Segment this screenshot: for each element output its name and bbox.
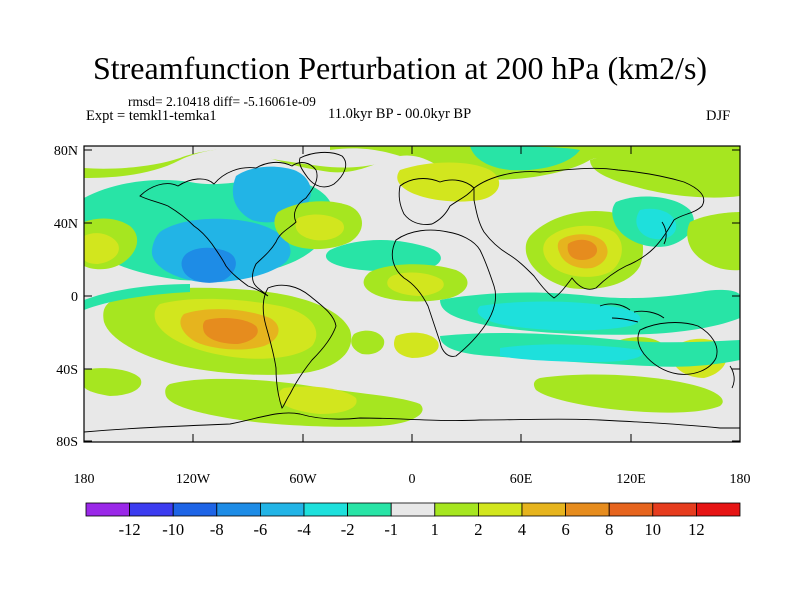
contour-npac-positive-2 — [84, 233, 119, 264]
time-period-label: 11.0kyr BP - 00.0kyr BP — [328, 106, 472, 122]
colorbar-label: -8 — [210, 520, 224, 539]
colorbar-label: 8 — [605, 520, 613, 539]
coast-africa — [391, 229, 497, 357]
contour-pacific-neg-6 — [181, 247, 236, 283]
colorbar-box — [521, 502, 566, 517]
contour-epac-positive — [687, 212, 740, 271]
colorbar-box — [216, 502, 261, 517]
colorbar-box — [434, 502, 479, 517]
lat-label-40s: 40S — [56, 363, 78, 378]
lon-label-180e: 180 — [730, 472, 751, 487]
lon-label-180w: 180 — [74, 472, 95, 487]
coast-north-america — [139, 161, 318, 297]
colorbar-label: 4 — [518, 520, 526, 539]
lon-label-60e: 60E — [510, 472, 533, 487]
experiment-label: Expt = temkl1-temka1 — [86, 108, 217, 124]
coast-australia — [637, 322, 718, 375]
rmsd-diff-stats: rmsd= 2.10418 diff= -5.16061e-09 — [128, 94, 316, 109]
colorbar-box — [129, 502, 174, 517]
colorbar-box — [172, 502, 218, 517]
contour-nafrica-positive-2 — [387, 272, 444, 296]
colorbar-label: 2 — [474, 520, 482, 539]
lat-label-0: 0 — [71, 290, 78, 305]
colorbar-label: -10 — [162, 520, 184, 539]
colorbar-label: -4 — [297, 520, 311, 539]
coast-greenland — [299, 151, 347, 188]
colorbar-label: 10 — [645, 520, 662, 539]
colorbar-label: -1 — [384, 520, 398, 539]
contour-tropatl-negative — [325, 240, 441, 272]
colorbar-box — [608, 502, 654, 517]
colorbar-label: -2 — [341, 520, 355, 539]
colorbar-label: 1 — [431, 520, 439, 539]
contour-tropac-negative — [84, 284, 190, 310]
colorbar-label: 6 — [561, 520, 569, 539]
lat-label-80n: 80N — [54, 144, 78, 159]
colorbar-box — [303, 502, 348, 517]
coast-asia — [473, 167, 705, 299]
contour-soc-positive-2 — [277, 386, 357, 414]
coast-antarctica — [84, 412, 740, 433]
coast-new-zealand — [729, 365, 735, 389]
contour-soc-positive-4 — [84, 368, 142, 396]
lon-label-0: 0 — [409, 472, 416, 487]
colorbar-label: -12 — [119, 520, 141, 539]
contour-atlantic-positive-2 — [295, 214, 345, 241]
contour-satl-positive-2 — [351, 330, 385, 355]
lat-axis: 80N 40N 0 40S 80S — [54, 144, 740, 450]
contour-soc-positive-3 — [533, 374, 723, 413]
lat-label-40n: 40N — [54, 217, 78, 232]
lon-axis: 180 120W 60W 0 60E 120E 180 — [74, 146, 751, 487]
contour-arctic-negative — [470, 146, 580, 171]
plot-title: Streamfunction Perturbation at 200 hPa (… — [92, 50, 708, 86]
colorbar-box — [390, 502, 436, 517]
lat-label-80s: 80S — [56, 435, 78, 450]
colorbar-box — [85, 502, 130, 517]
coast-south-america — [262, 284, 337, 409]
colorbar-box — [696, 502, 741, 517]
contour-satl-positive — [393, 332, 439, 358]
colorbar-box — [652, 502, 697, 517]
contour-siberia-positive — [590, 152, 740, 198]
colorbar-box — [565, 502, 610, 517]
colorbar-box — [477, 502, 523, 517]
coast-europe — [398, 178, 475, 225]
colorbar-box — [347, 502, 392, 517]
contour-arctic-positive — [84, 146, 740, 185]
colorbar-label: -6 — [254, 520, 268, 539]
coastlines — [84, 151, 740, 433]
colorbar-label: 12 — [688, 520, 705, 539]
coast-indonesia — [599, 303, 665, 323]
lon-label-60w: 60W — [289, 472, 317, 487]
lon-label-120e: 120E — [616, 472, 646, 487]
contour-southern-negative-2 — [500, 344, 643, 362]
season-label: DJF — [706, 108, 731, 124]
contour-fields — [84, 146, 740, 427]
contour-neutral-band — [230, 146, 400, 168]
coast-japan — [661, 221, 667, 245]
contour-indian-negative-2 — [477, 301, 641, 331]
colorbar-box — [259, 502, 305, 517]
contour-asia-positive-6 — [567, 239, 598, 260]
contour-spacific-positive-6 — [202, 318, 258, 344]
lon-label-120w: 120W — [176, 472, 211, 487]
colorbar: -12 -10 -8 -6 -4 -2 -1 1 2 4 6 8 10 12 — [85, 502, 741, 539]
